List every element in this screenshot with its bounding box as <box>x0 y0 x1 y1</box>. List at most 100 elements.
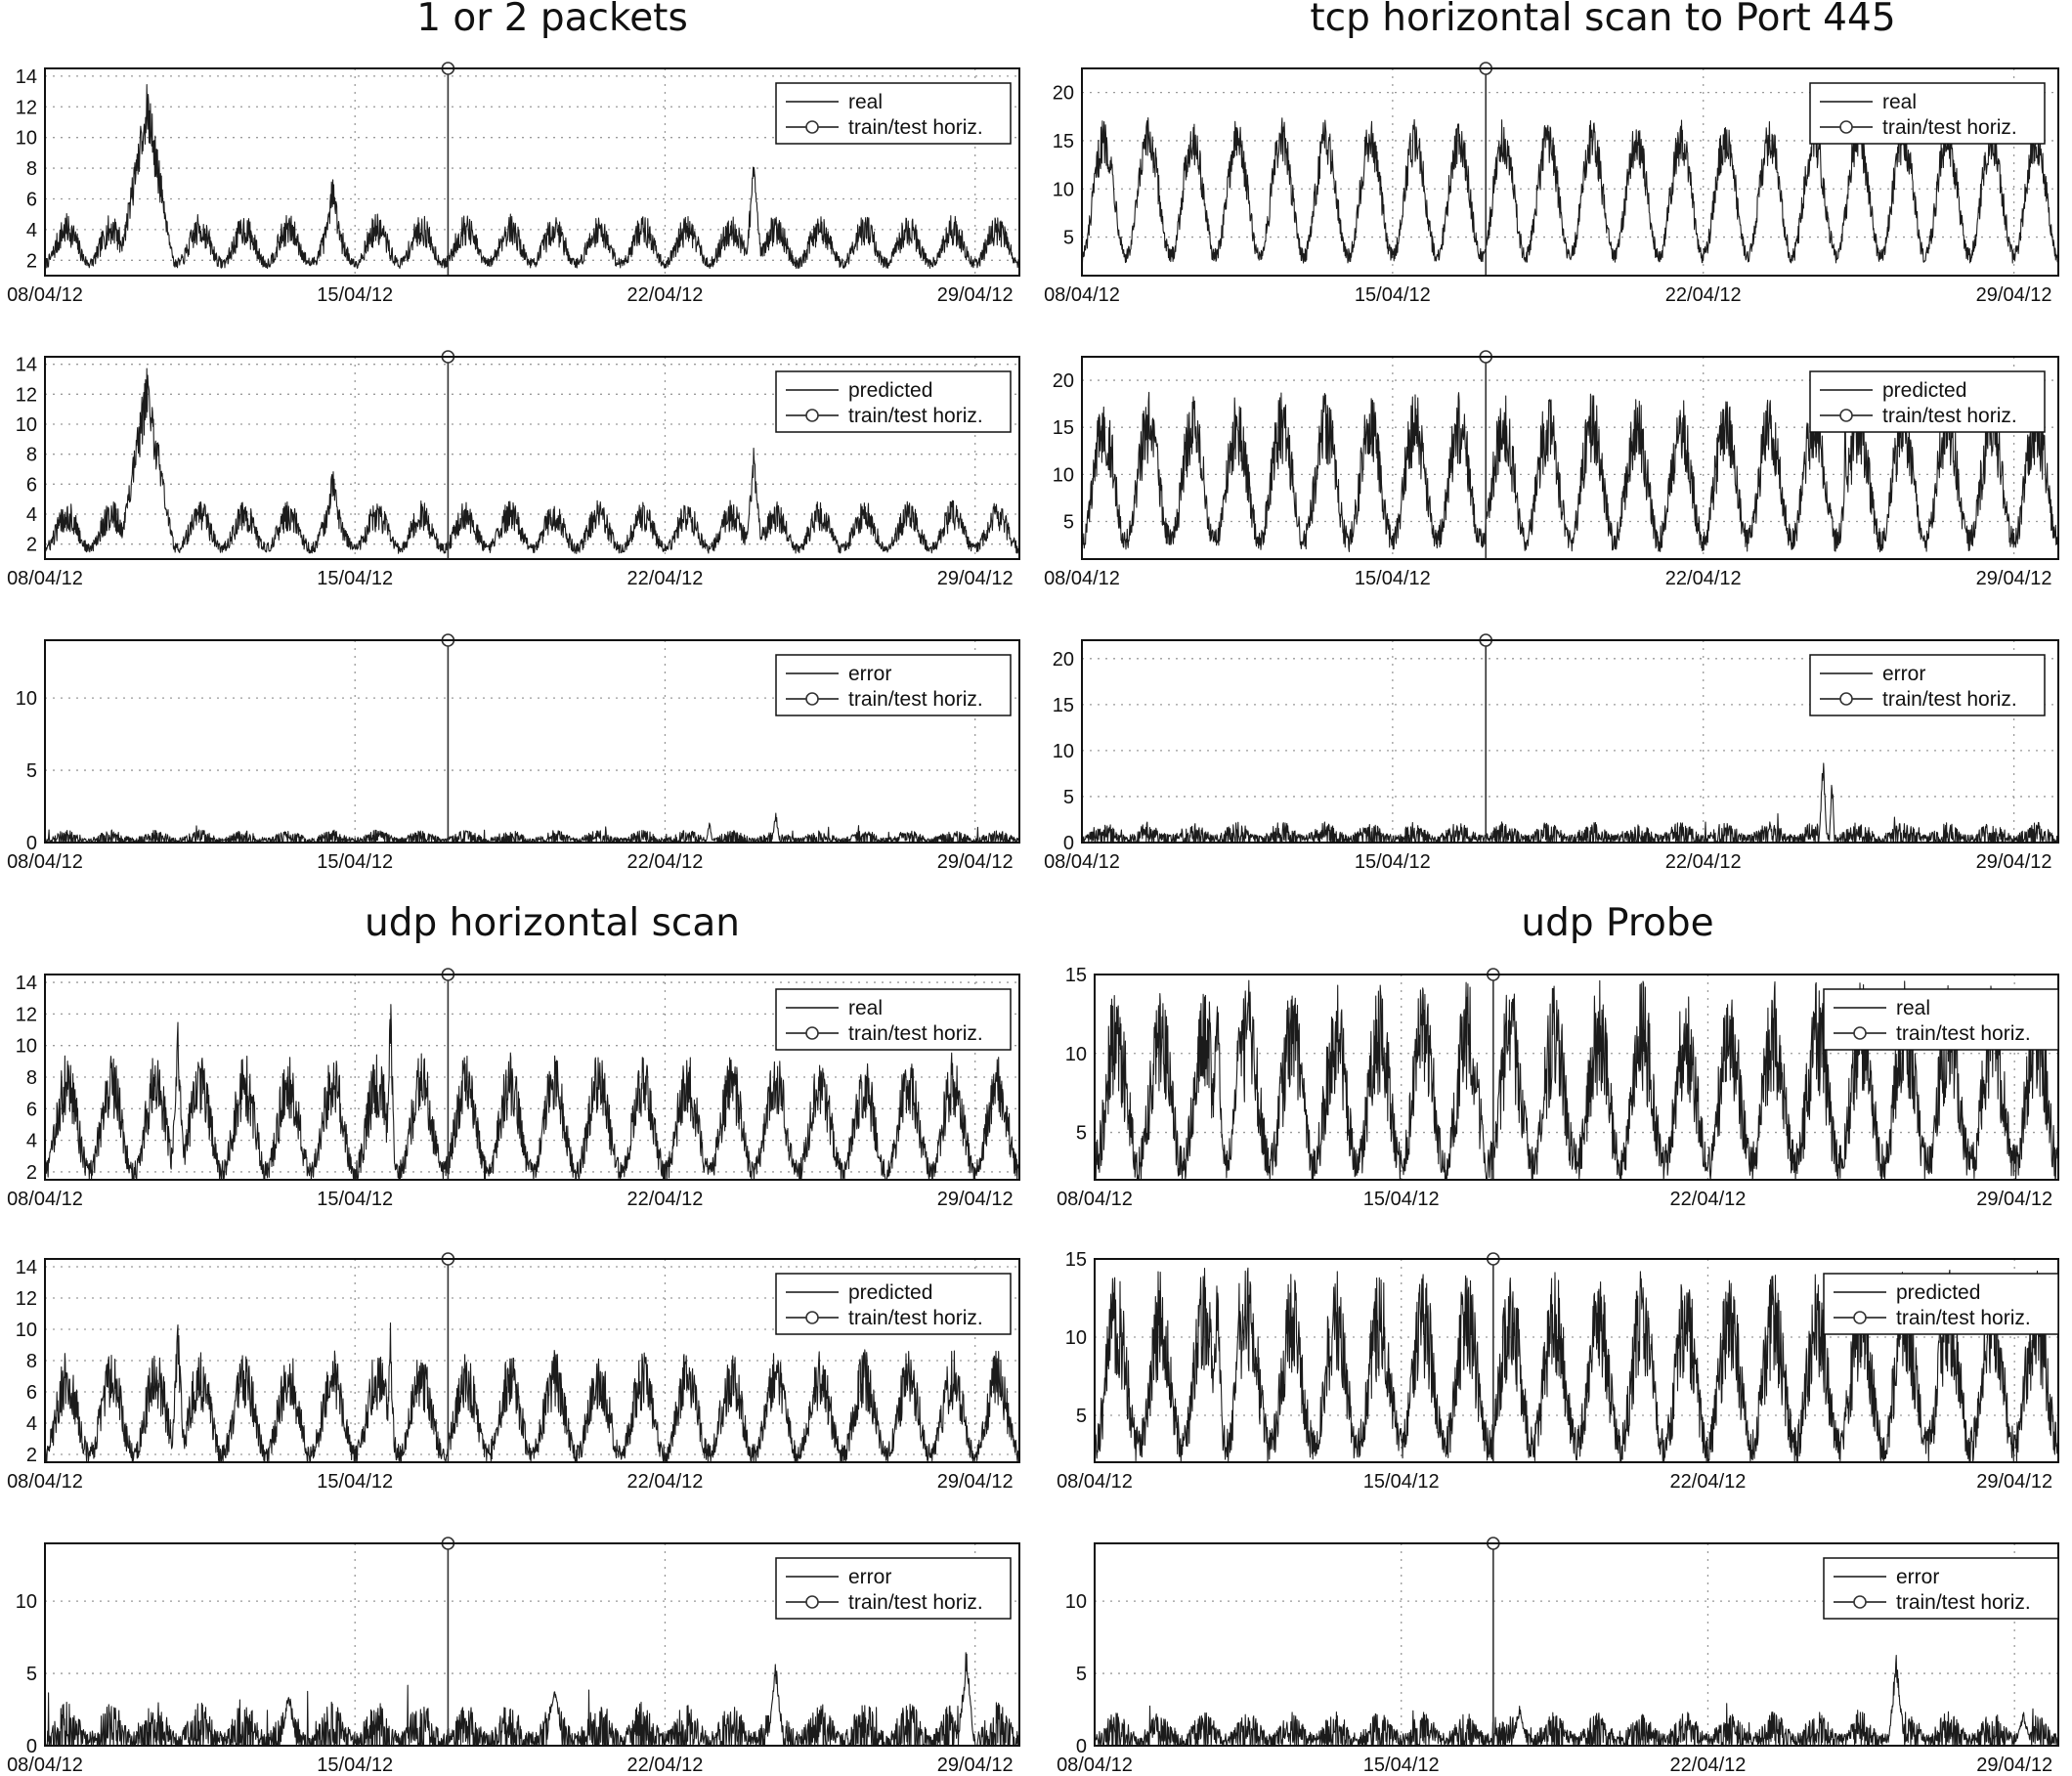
x-tick-label: 08/04/12 <box>7 568 83 589</box>
legend-marker <box>1853 1026 1867 1040</box>
series-line-real <box>1081 117 2059 264</box>
y-tick-label: 6 <box>26 474 37 496</box>
plot-frame <box>1094 1542 2059 1747</box>
y-tick-label: 5 <box>26 1664 37 1685</box>
x-tick-label: 15/04/12 <box>317 1189 393 1210</box>
chart-panels: 08/04/12 15/04/12 22/04/12 29/04/12 2 4 6 8 10 12… <box>7 62 2059 1776</box>
y-tick-label: 5 <box>1076 1664 1087 1685</box>
y-tick-label: 8 <box>26 1067 37 1089</box>
y-tick-label: 20 <box>1053 370 1074 392</box>
panel-0-2: 08/04/12 15/04/12 22/04/12 29/04/12 0 5 10 erro… <box>7 633 1020 873</box>
x-tick-label: 15/04/12 <box>1363 1471 1440 1493</box>
x-tick-label: 22/04/12 <box>1670 1471 1747 1493</box>
series-line-error <box>44 812 1020 844</box>
legend-box <box>1809 370 2046 433</box>
y-tick-label: 20 <box>1053 649 1074 671</box>
y-tick-label: 5 <box>1063 228 1074 249</box>
y-tick-label: 12 <box>16 384 37 406</box>
legend-marker <box>805 1595 819 1609</box>
legend-box <box>775 82 1012 145</box>
legend-label: train/test horiz. <box>848 1307 983 1329</box>
legend-box <box>775 370 1012 433</box>
panel-1-0: 08/04/12 15/04/12 22/04/12 29/04/12 5 10 15 20 r… <box>1044 62 2059 306</box>
x-tick-label: 15/04/12 <box>1363 1189 1440 1210</box>
panel-2-1: 08/04/12 15/04/12 22/04/12 29/04/12 2 4 6 8 10 12… <box>7 1252 1020 1493</box>
y-tick-label: 12 <box>16 97 37 118</box>
plot-frame <box>1094 974 2059 1181</box>
x-tick-label: 22/04/12 <box>1665 851 1742 873</box>
series-line-error <box>1094 1655 2059 1747</box>
x-tick-label: 15/04/12 <box>317 1471 393 1493</box>
legend: predicted train/test horiz. <box>775 1273 1012 1335</box>
x-tick-label: 08/04/12 <box>1044 568 1120 589</box>
x-tick-label: 29/04/12 <box>937 1471 1014 1493</box>
y-tick-label: 10 <box>1053 464 1074 486</box>
legend-marker <box>805 692 819 706</box>
y-tick-label: 5 <box>1076 1406 1087 1427</box>
x-tick-label: 15/04/12 <box>317 284 393 306</box>
panel-1-2: 08/04/12 15/04/12 22/04/12 29/04/12 0 5 10 15 20… <box>1044 633 2059 873</box>
y-tick-label: 5 <box>1063 787 1074 808</box>
x-tick-label: 29/04/12 <box>937 1754 1014 1776</box>
chart-title-1-or-2-packets: 1 or 2 packets <box>416 0 688 40</box>
x-tick-label: 15/04/12 <box>1355 851 1431 873</box>
plot-frame <box>1081 67 2059 277</box>
legend-box <box>775 1557 1012 1620</box>
legend: error train/test horiz. <box>775 654 1012 716</box>
y-tick-label: 10 <box>1065 1327 1087 1349</box>
y-tick-label: 15 <box>1065 965 1087 986</box>
y-tick-label: 2 <box>26 1162 37 1184</box>
y-tick-label: 12 <box>16 1004 37 1025</box>
y-tick-label: 5 <box>26 760 37 782</box>
panel-0-0: 08/04/12 15/04/12 22/04/12 29/04/12 2 4 6 8 10 12… <box>7 62 1020 306</box>
x-tick-label: 29/04/12 <box>1976 851 2052 873</box>
legend-marker <box>805 1311 819 1324</box>
y-tick-label: 6 <box>26 1099 37 1120</box>
x-tick-label: 08/04/12 <box>1057 1189 1133 1210</box>
y-tick-label: 15 <box>1053 695 1074 716</box>
legend: error train/test horiz. <box>775 1557 1012 1620</box>
series-line-real <box>1094 979 2059 1181</box>
plot-frame <box>44 974 1020 1181</box>
legend-box <box>1823 988 2059 1051</box>
legend-label: train/test horiz. <box>848 1591 983 1614</box>
legend-label: train/test horiz. <box>1896 1022 2031 1045</box>
y-tick-label: 8 <box>26 158 37 180</box>
y-tick-label: 8 <box>26 445 37 466</box>
y-tick-label: 10 <box>16 128 37 150</box>
series-line-predicted <box>44 1321 1020 1463</box>
y-tick-label: 5 <box>1076 1123 1087 1145</box>
y-tick-label: 2 <box>26 1445 37 1466</box>
legend-marker <box>1839 692 1853 706</box>
legend-label: train/test horiz. <box>1882 405 2017 427</box>
legend: real train/test horiz. <box>775 82 1012 145</box>
plot-frame <box>44 1258 1020 1463</box>
x-tick-label: 22/04/12 <box>627 1471 704 1493</box>
y-tick-label: 14 <box>16 1257 37 1278</box>
legend-label: error <box>1882 663 1925 685</box>
x-tick-label: 08/04/12 <box>7 851 83 873</box>
x-tick-label: 29/04/12 <box>937 851 1014 873</box>
y-tick-label: 0 <box>1076 1736 1087 1757</box>
legend-label: error <box>848 663 891 685</box>
legend: real train/test horiz. <box>1823 988 2059 1051</box>
plot-frame <box>1094 1258 2059 1463</box>
legend-label: real <box>1882 91 1917 113</box>
panel-3-0: 08/04/12 15/04/12 22/04/12 29/04/12 5 10 15 rea… <box>1057 965 2059 1210</box>
legend-label: train/test horiz. <box>1882 116 2017 139</box>
y-tick-label: 10 <box>16 1320 37 1341</box>
panel-2-0: 08/04/12 15/04/12 22/04/12 29/04/12 2 4 6 8 10 12… <box>7 968 1020 1210</box>
x-tick-label: 15/04/12 <box>1363 1754 1440 1776</box>
x-tick-label: 08/04/12 <box>7 1754 83 1776</box>
legend-marker <box>805 409 819 422</box>
plot-frame <box>44 639 1020 844</box>
y-tick-label: 5 <box>1063 511 1074 533</box>
x-tick-label: 15/04/12 <box>317 851 393 873</box>
panel-0-1: 08/04/12 15/04/12 22/04/12 29/04/12 2 4 6 8 10 12… <box>7 350 1020 589</box>
x-tick-label: 08/04/12 <box>7 1189 83 1210</box>
y-tick-label: 8 <box>26 1351 37 1372</box>
legend-marker <box>805 1026 819 1040</box>
legend-box <box>1809 82 2046 145</box>
chart-title-tcp-horizontal-scan: tcp horizontal scan to Port 445 <box>1310 0 1895 40</box>
x-tick-label: 08/04/12 <box>1044 851 1120 873</box>
